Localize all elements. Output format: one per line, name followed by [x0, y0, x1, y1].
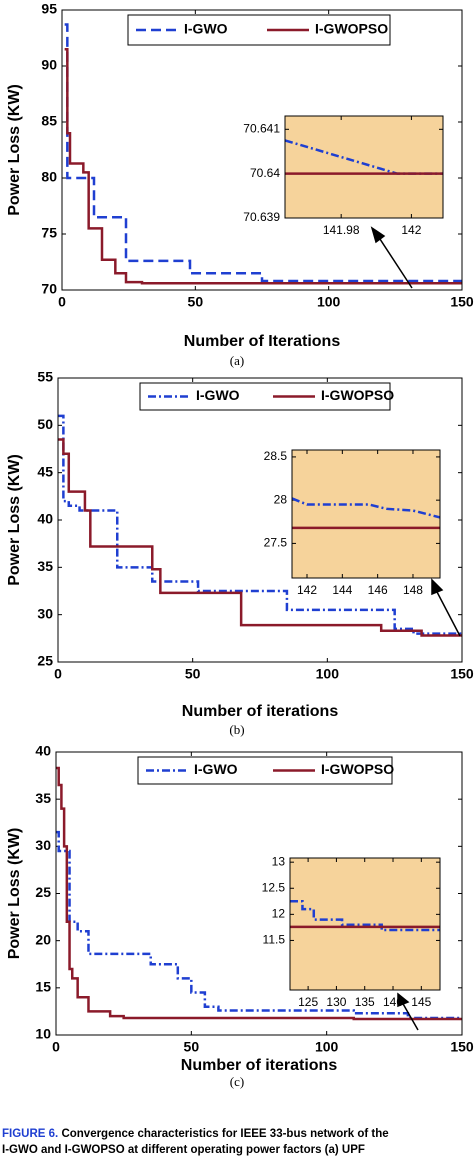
y-tick-label: 15 [35, 979, 51, 995]
x-tick-label: 50 [184, 1039, 200, 1055]
series-line [56, 766, 462, 1021]
caption: FIGURE 6. Convergence characteristics fo… [2, 1128, 389, 1140]
y-tick-label: 35 [37, 558, 53, 574]
frame [289, 857, 441, 991]
x-tick-label: 100 [315, 1039, 339, 1055]
legend-label: I-GWOPSO [315, 21, 388, 37]
legend-label: I-GWO [184, 21, 228, 37]
arrow-head [431, 578, 444, 596]
y-tick-label: 40 [35, 743, 51, 759]
x-axis-label: Number of iterations [182, 703, 339, 720]
y-axis-label: Power Loss (KW) [6, 84, 23, 216]
legend-label: I-GWOPSO [321, 387, 394, 403]
caption-label: FIGURE 6. [2, 1128, 58, 1140]
y-tick-label: 10 [35, 1026, 51, 1042]
arrow [377, 235, 413, 289]
y-tick-label: 28 [274, 492, 288, 506]
arrow [401, 1001, 419, 1031]
frame [291, 449, 441, 579]
x-tick-label: 50 [188, 294, 204, 310]
plot-area [285, 116, 443, 218]
panel-label: (b) [229, 722, 244, 737]
y-tick-label: 12.5 [262, 880, 286, 894]
panel-label: (c) [230, 1074, 244, 1089]
y-tick-label: 90 [41, 57, 57, 73]
y-tick-label: 70.64 [250, 166, 280, 180]
y-tick-label: 40 [37, 511, 53, 527]
x-tick-label: 142 [297, 583, 317, 597]
series-line [58, 414, 462, 635]
series-line [64, 47, 462, 285]
x-tick-label: 50 [185, 666, 201, 682]
plot-area [292, 450, 440, 578]
x-axis-label: Number of Iterations [184, 333, 341, 350]
x-tick-label: 0 [58, 294, 66, 310]
x-tick-label: 146 [368, 583, 388, 597]
x-tick-label: 148 [403, 583, 423, 597]
series-line [56, 830, 462, 1020]
frame [61, 9, 463, 291]
x-tick-label: 150 [450, 666, 474, 682]
y-tick-label: 30 [35, 837, 51, 853]
series-line [292, 497, 440, 519]
y-tick-label: 85 [41, 113, 57, 129]
arrow-head [397, 992, 410, 1008]
y-tick-label: 35 [35, 790, 51, 806]
x-tick-label: 145 [411, 995, 431, 1009]
x-tick-label: 150 [450, 294, 474, 310]
frame [57, 377, 463, 663]
y-tick-label: 45 [37, 463, 53, 479]
x-tick-label: 144 [332, 583, 352, 597]
y-tick-label: 20 [35, 931, 51, 947]
y-tick-label: 75 [41, 225, 57, 241]
x-tick-label: 130 [326, 995, 346, 1009]
y-tick-label: 11.5 [263, 933, 286, 947]
y-tick-label: 30 [37, 605, 53, 621]
y-tick-label: 12 [272, 907, 286, 921]
caption-text: Convergence characteristics for IEEE 33-… [61, 1128, 388, 1140]
series-line [58, 438, 462, 637]
y-axis-label: Power Loss (KW) [6, 828, 23, 960]
arrow-head [370, 226, 386, 244]
frame [284, 115, 444, 219]
y-tick-label: 13 [272, 854, 286, 868]
legend-label: I-GWO [196, 387, 240, 403]
legend-label: I-GWOPSO [321, 761, 394, 777]
panel-label: (a) [230, 353, 244, 368]
x-tick-label: 100 [316, 666, 340, 682]
y-tick-label: 70.639 [243, 210, 280, 224]
x-tick-label: 0 [52, 1039, 60, 1055]
y-tick-label: 70 [41, 281, 57, 297]
y-tick-label: 95 [41, 1, 57, 17]
y-tick-label: 28.5 [264, 449, 288, 463]
arrows [370, 226, 461, 1031]
inset: 27.5 28 28.5 142 144 146 148 [264, 449, 441, 597]
x-tick-label: 100 [317, 294, 341, 310]
y-tick-label: 25 [35, 884, 51, 900]
x-tick-label: 0 [54, 666, 62, 682]
y-tick-label: 25 [37, 653, 53, 669]
y-tick-label: 27.5 [264, 536, 288, 550]
frame [55, 751, 463, 1036]
y-tick-label: 55 [37, 369, 53, 385]
y-tick-label: 50 [37, 416, 53, 432]
x-tick-label: 150 [450, 1039, 474, 1055]
x-tick-label: 141.98 [323, 223, 360, 237]
caption-text: I-GWO and I-GWOPSO at different operatin… [2, 1144, 365, 1156]
arrow [435, 589, 461, 637]
x-axis-label: Number of iterations [181, 1057, 338, 1074]
y-axis-label: Power Loss (KW) [6, 454, 23, 586]
x-tick-label: 142 [401, 223, 421, 237]
x-tick-label: 135 [355, 995, 375, 1009]
inset: 70.639 70.64 70.641 141.98 142 [243, 115, 444, 237]
legend-label: I-GWO [194, 761, 238, 777]
series-line [64, 23, 462, 283]
y-tick-label: 70.641 [243, 121, 280, 135]
y-tick-label: 80 [41, 169, 57, 185]
x-tick-label: 125 [298, 995, 318, 1009]
